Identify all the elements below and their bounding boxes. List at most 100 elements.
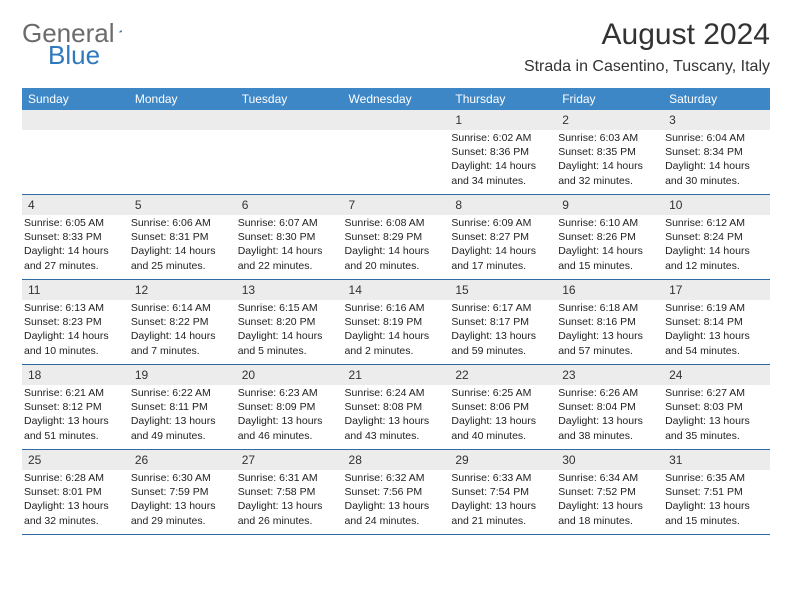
weekday-header: Thursday xyxy=(449,88,556,110)
header: General August 2024 Strada in Casentino,… xyxy=(22,18,770,76)
day-number: 14 xyxy=(343,280,450,300)
day-number: 19 xyxy=(129,365,236,385)
day-info: Sunrise: 6:02 AMSunset: 8:36 PMDaylight:… xyxy=(449,130,556,188)
day-number: 8 xyxy=(449,195,556,215)
weekday-header: Tuesday xyxy=(236,88,343,110)
day-number: 24 xyxy=(663,365,770,385)
day-info: Sunrise: 6:16 AMSunset: 8:19 PMDaylight:… xyxy=(343,300,450,358)
calendar-day-cell: 3Sunrise: 6:04 AMSunset: 8:34 PMDaylight… xyxy=(663,110,770,195)
calendar-day-cell: 10Sunrise: 6:12 AMSunset: 8:24 PMDayligh… xyxy=(663,195,770,280)
day-info: Sunrise: 6:26 AMSunset: 8:04 PMDaylight:… xyxy=(556,385,663,443)
day-info: Sunrise: 6:31 AMSunset: 7:58 PMDaylight:… xyxy=(236,470,343,528)
day-number: 16 xyxy=(556,280,663,300)
day-info: Sunrise: 6:06 AMSunset: 8:31 PMDaylight:… xyxy=(129,215,236,273)
day-number-empty xyxy=(129,110,236,130)
day-number: 30 xyxy=(556,450,663,470)
day-number-empty xyxy=(236,110,343,130)
day-number: 15 xyxy=(449,280,556,300)
calendar-day-cell: 2Sunrise: 6:03 AMSunset: 8:35 PMDaylight… xyxy=(556,110,663,195)
day-info: Sunrise: 6:17 AMSunset: 8:17 PMDaylight:… xyxy=(449,300,556,358)
day-number: 28 xyxy=(343,450,450,470)
day-info: Sunrise: 6:09 AMSunset: 8:27 PMDaylight:… xyxy=(449,215,556,273)
calendar-week-row: 11Sunrise: 6:13 AMSunset: 8:23 PMDayligh… xyxy=(22,280,770,365)
day-info: Sunrise: 6:28 AMSunset: 8:01 PMDaylight:… xyxy=(22,470,129,528)
day-info: Sunrise: 6:12 AMSunset: 8:24 PMDaylight:… xyxy=(663,215,770,273)
calendar-day-cell: 5Sunrise: 6:06 AMSunset: 8:31 PMDaylight… xyxy=(129,195,236,280)
day-info: Sunrise: 6:35 AMSunset: 7:51 PMDaylight:… xyxy=(663,470,770,528)
month-title: August 2024 xyxy=(524,18,770,52)
day-number: 1 xyxy=(449,110,556,130)
calendar-day-cell: 1Sunrise: 6:02 AMSunset: 8:36 PMDaylight… xyxy=(449,110,556,195)
day-number: 11 xyxy=(22,280,129,300)
calendar-empty-cell xyxy=(22,110,129,195)
weekday-header: Wednesday xyxy=(343,88,450,110)
calendar-day-cell: 9Sunrise: 6:10 AMSunset: 8:26 PMDaylight… xyxy=(556,195,663,280)
calendar-day-cell: 11Sunrise: 6:13 AMSunset: 8:23 PMDayligh… xyxy=(22,280,129,365)
day-number: 12 xyxy=(129,280,236,300)
weekday-header: Sunday xyxy=(22,88,129,110)
day-number: 21 xyxy=(343,365,450,385)
day-number: 20 xyxy=(236,365,343,385)
calendar-day-cell: 14Sunrise: 6:16 AMSunset: 8:19 PMDayligh… xyxy=(343,280,450,365)
calendar-day-cell: 17Sunrise: 6:19 AMSunset: 8:14 PMDayligh… xyxy=(663,280,770,365)
calendar-day-cell: 16Sunrise: 6:18 AMSunset: 8:16 PMDayligh… xyxy=(556,280,663,365)
calendar-day-cell: 26Sunrise: 6:30 AMSunset: 7:59 PMDayligh… xyxy=(129,450,236,535)
day-number: 27 xyxy=(236,450,343,470)
day-info: Sunrise: 6:13 AMSunset: 8:23 PMDaylight:… xyxy=(22,300,129,358)
day-number: 4 xyxy=(22,195,129,215)
day-info: Sunrise: 6:18 AMSunset: 8:16 PMDaylight:… xyxy=(556,300,663,358)
calendar-week-row: 25Sunrise: 6:28 AMSunset: 8:01 PMDayligh… xyxy=(22,450,770,535)
calendar-day-cell: 21Sunrise: 6:24 AMSunset: 8:08 PMDayligh… xyxy=(343,365,450,450)
day-number: 13 xyxy=(236,280,343,300)
calendar-day-cell: 6Sunrise: 6:07 AMSunset: 8:30 PMDaylight… xyxy=(236,195,343,280)
weekday-header: Saturday xyxy=(663,88,770,110)
title-block: August 2024 Strada in Casentino, Tuscany… xyxy=(524,18,770,76)
day-info: Sunrise: 6:03 AMSunset: 8:35 PMDaylight:… xyxy=(556,130,663,188)
calendar-empty-cell xyxy=(129,110,236,195)
weekday-header: Monday xyxy=(129,88,236,110)
day-number: 6 xyxy=(236,195,343,215)
location-subtitle: Strada in Casentino, Tuscany, Italy xyxy=(524,58,770,76)
calendar-day-cell: 30Sunrise: 6:34 AMSunset: 7:52 PMDayligh… xyxy=(556,450,663,535)
day-number-empty xyxy=(22,110,129,130)
day-number: 2 xyxy=(556,110,663,130)
day-number: 5 xyxy=(129,195,236,215)
weekday-header: Friday xyxy=(556,88,663,110)
day-number: 10 xyxy=(663,195,770,215)
calendar-day-cell: 18Sunrise: 6:21 AMSunset: 8:12 PMDayligh… xyxy=(22,365,129,450)
day-number: 18 xyxy=(22,365,129,385)
day-info: Sunrise: 6:07 AMSunset: 8:30 PMDaylight:… xyxy=(236,215,343,273)
day-info: Sunrise: 6:32 AMSunset: 7:56 PMDaylight:… xyxy=(343,470,450,528)
day-info: Sunrise: 6:24 AMSunset: 8:08 PMDaylight:… xyxy=(343,385,450,443)
day-info: Sunrise: 6:14 AMSunset: 8:22 PMDaylight:… xyxy=(129,300,236,358)
calendar-empty-cell xyxy=(236,110,343,195)
day-number: 29 xyxy=(449,450,556,470)
day-info: Sunrise: 6:22 AMSunset: 8:11 PMDaylight:… xyxy=(129,385,236,443)
day-info: Sunrise: 6:15 AMSunset: 8:20 PMDaylight:… xyxy=(236,300,343,358)
calendar-day-cell: 20Sunrise: 6:23 AMSunset: 8:09 PMDayligh… xyxy=(236,365,343,450)
day-info: Sunrise: 6:23 AMSunset: 8:09 PMDaylight:… xyxy=(236,385,343,443)
day-number: 25 xyxy=(22,450,129,470)
calendar-table: SundayMondayTuesdayWednesdayThursdayFrid… xyxy=(22,88,770,535)
day-number: 26 xyxy=(129,450,236,470)
day-info: Sunrise: 6:04 AMSunset: 8:34 PMDaylight:… xyxy=(663,130,770,188)
day-number: 17 xyxy=(663,280,770,300)
calendar-day-cell: 19Sunrise: 6:22 AMSunset: 8:11 PMDayligh… xyxy=(129,365,236,450)
calendar-day-cell: 7Sunrise: 6:08 AMSunset: 8:29 PMDaylight… xyxy=(343,195,450,280)
calendar-day-cell: 12Sunrise: 6:14 AMSunset: 8:22 PMDayligh… xyxy=(129,280,236,365)
calendar-day-cell: 23Sunrise: 6:26 AMSunset: 8:04 PMDayligh… xyxy=(556,365,663,450)
calendar-day-cell: 31Sunrise: 6:35 AMSunset: 7:51 PMDayligh… xyxy=(663,450,770,535)
day-info: Sunrise: 6:34 AMSunset: 7:52 PMDaylight:… xyxy=(556,470,663,528)
day-number: 22 xyxy=(449,365,556,385)
calendar-day-cell: 13Sunrise: 6:15 AMSunset: 8:20 PMDayligh… xyxy=(236,280,343,365)
day-number: 3 xyxy=(663,110,770,130)
day-number-empty xyxy=(343,110,450,130)
calendar-day-cell: 4Sunrise: 6:05 AMSunset: 8:33 PMDaylight… xyxy=(22,195,129,280)
brand-part2: Blue xyxy=(48,40,100,71)
calendar-day-cell: 22Sunrise: 6:25 AMSunset: 8:06 PMDayligh… xyxy=(449,365,556,450)
calendar-day-cell: 29Sunrise: 6:33 AMSunset: 7:54 PMDayligh… xyxy=(449,450,556,535)
day-info: Sunrise: 6:08 AMSunset: 8:29 PMDaylight:… xyxy=(343,215,450,273)
calendar-day-cell: 15Sunrise: 6:17 AMSunset: 8:17 PMDayligh… xyxy=(449,280,556,365)
calendar-week-row: 18Sunrise: 6:21 AMSunset: 8:12 PMDayligh… xyxy=(22,365,770,450)
brand-sail-icon xyxy=(119,21,122,41)
